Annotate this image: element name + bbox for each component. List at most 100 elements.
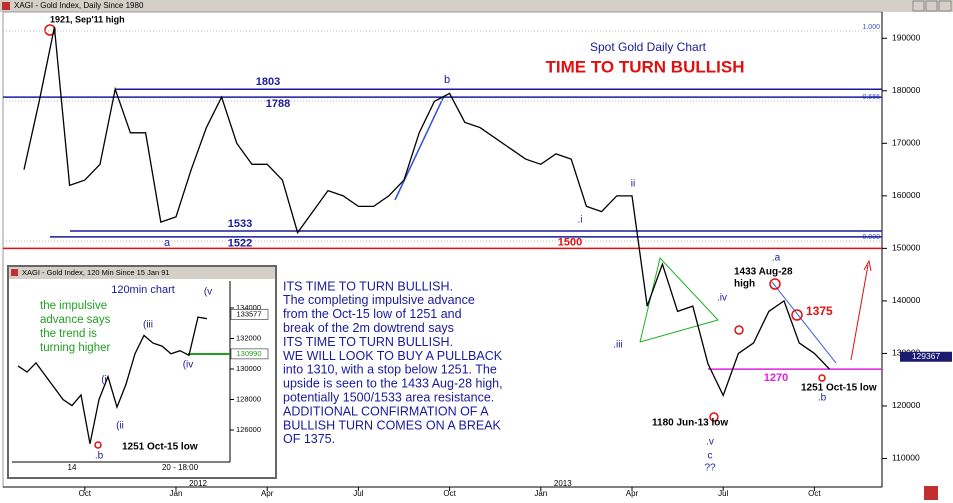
inset-annotation: (ii bbox=[116, 421, 124, 432]
x-tick-label: Apr bbox=[261, 489, 274, 498]
x-tick-label: Jul bbox=[353, 489, 363, 498]
annotation: high bbox=[734, 279, 755, 290]
inset-title: 120min chart bbox=[111, 284, 175, 296]
inset-title-bar bbox=[9, 267, 275, 279]
title-bar bbox=[0, 0, 953, 12]
inset-price-tag bbox=[230, 309, 269, 320]
inset-price-label: 133577 bbox=[236, 309, 261, 318]
inset-annotation: (i bbox=[101, 375, 107, 386]
level-label: 1803 bbox=[256, 76, 280, 88]
commentary-line: WE WILL LOOK TO BUY A PULLBACK bbox=[283, 349, 503, 363]
inset-y-tick-label: 130000 bbox=[236, 364, 261, 373]
corner-icon bbox=[924, 486, 938, 500]
inset-annotation: (iv bbox=[183, 360, 194, 371]
inset-annotation: (iii bbox=[143, 320, 153, 331]
x-tick-label: Jan bbox=[534, 489, 547, 498]
inset-y-tick-label: 126000 bbox=[236, 425, 261, 434]
level-label: 1533 bbox=[228, 218, 252, 230]
x-tick-label: Apr bbox=[626, 489, 639, 498]
annotation: .i bbox=[578, 215, 583, 226]
level-label: 1522 bbox=[228, 238, 252, 250]
annotation: .iv bbox=[717, 293, 727, 304]
x-tick-label: Jan bbox=[170, 489, 183, 498]
x-year-label: 2012 bbox=[189, 479, 207, 488]
annotation: ?? bbox=[704, 463, 716, 474]
maximize-button[interactable] bbox=[925, 0, 938, 12]
last-price-tag bbox=[900, 351, 952, 362]
marker-circle bbox=[791, 309, 803, 321]
marker-circle bbox=[709, 412, 719, 422]
inset-note: the trend is bbox=[40, 328, 97, 340]
inset-price-label: 130990 bbox=[236, 349, 261, 358]
x-tick-label: Oct bbox=[79, 489, 92, 498]
annotation: 1180 Jun-13 low bbox=[652, 418, 728, 429]
inset-y-tick-label: 128000 bbox=[236, 394, 261, 403]
y-tick-label: 140000 bbox=[892, 295, 921, 305]
minimize-button[interactable] bbox=[912, 0, 925, 12]
close-button[interactable] bbox=[938, 0, 952, 12]
annotation: a bbox=[164, 237, 171, 249]
commentary-line: into 1310, with a stop below 1251. The bbox=[283, 363, 497, 377]
y-tick-label: 110000 bbox=[892, 453, 920, 463]
price-line bbox=[17, 316, 208, 444]
commentary-line: ADDITIONAL CONFIRMATION OF A bbox=[283, 404, 489, 418]
arrow bbox=[850, 264, 869, 361]
y-tick-label: 160000 bbox=[892, 190, 921, 200]
annotation: c bbox=[708, 451, 713, 462]
price-line bbox=[23, 27, 831, 398]
annotation: .b bbox=[818, 393, 827, 404]
downtrend-line bbox=[771, 281, 837, 364]
commentary-line: from the Oct-15 low of 1251 and bbox=[283, 307, 462, 321]
window-title: XAGI - Gold Index, Daily Since 1980 bbox=[14, 1, 144, 10]
inset-annotation: 1251 Oct-15 low bbox=[122, 442, 198, 453]
fib-label: 1.000 bbox=[862, 24, 880, 31]
level-label: 1788 bbox=[266, 98, 290, 110]
inset-note: turning higher bbox=[40, 342, 110, 354]
inset-annotation: .b bbox=[95, 451, 104, 462]
inset-window-title: XAGI - Gold Index, 120 Min Since 15 Jan … bbox=[22, 268, 170, 277]
marker-circle bbox=[734, 325, 744, 335]
level-label: 1270 bbox=[764, 372, 788, 384]
annotation: .iii bbox=[613, 340, 622, 351]
annotation: ii bbox=[631, 179, 635, 190]
annotation: b bbox=[444, 74, 450, 86]
y-tick-label: 180000 bbox=[892, 85, 921, 95]
commentary-line: BULLISH TURN COMES ON A BREAK bbox=[283, 418, 502, 432]
marker-circle bbox=[818, 374, 826, 382]
annotation: .v bbox=[706, 437, 714, 448]
inset-x-tick-label: 20 - 18:00 bbox=[162, 463, 199, 472]
annotation: 1433 Aug-28 bbox=[734, 267, 793, 278]
inset-y-tick-label: 132000 bbox=[236, 333, 261, 342]
y-tick-label: 150000 bbox=[892, 243, 921, 253]
y-tick-label: 170000 bbox=[892, 138, 921, 148]
arrow-head bbox=[863, 259, 872, 272]
inset-note: advance says bbox=[40, 314, 111, 326]
last-price-label: 129367 bbox=[912, 351, 941, 361]
inset-annotation: (v bbox=[204, 287, 212, 298]
window-icon bbox=[2, 2, 10, 10]
x-year-label: 2013 bbox=[554, 479, 572, 488]
chart-subtitle: TIME TO TURN BULLISH bbox=[546, 57, 745, 76]
inset-x-tick-label: 14 bbox=[68, 463, 77, 472]
commentary-line: potentially 1500/1533 area resistance. bbox=[283, 390, 494, 404]
level-label: 1500 bbox=[558, 236, 582, 248]
commentary-line: upside is seen to the 1433 Aug-28 high, bbox=[283, 377, 503, 391]
marker-circle bbox=[94, 441, 102, 449]
y-tick-label: 120000 bbox=[892, 400, 921, 410]
annotation: 1251 Oct-15 low bbox=[801, 383, 877, 394]
inset-note: the impulsive bbox=[40, 300, 107, 312]
inset-y-tick-label: 134000 bbox=[236, 303, 261, 312]
inset-price-tag bbox=[230, 348, 269, 360]
inset-frame bbox=[7, 265, 277, 479]
commentary-line: ITS TIME TO TURN BULLISH. bbox=[283, 335, 453, 349]
y-tick-label: 190000 bbox=[892, 33, 921, 43]
commentary-line: The completing impulsive advance bbox=[283, 293, 475, 307]
annotation: 1921, Sep'11 high bbox=[50, 14, 125, 24]
x-tick-label: Oct bbox=[443, 489, 456, 498]
inset-chart: XAGI - Gold Index, 120 Min Since 15 Jan … bbox=[7, 265, 277, 479]
annotation: 1375 bbox=[806, 304, 833, 318]
commentary-line: break of the 2m dowtrend says bbox=[283, 321, 454, 335]
commentary-line: OF 1375. bbox=[283, 432, 335, 446]
